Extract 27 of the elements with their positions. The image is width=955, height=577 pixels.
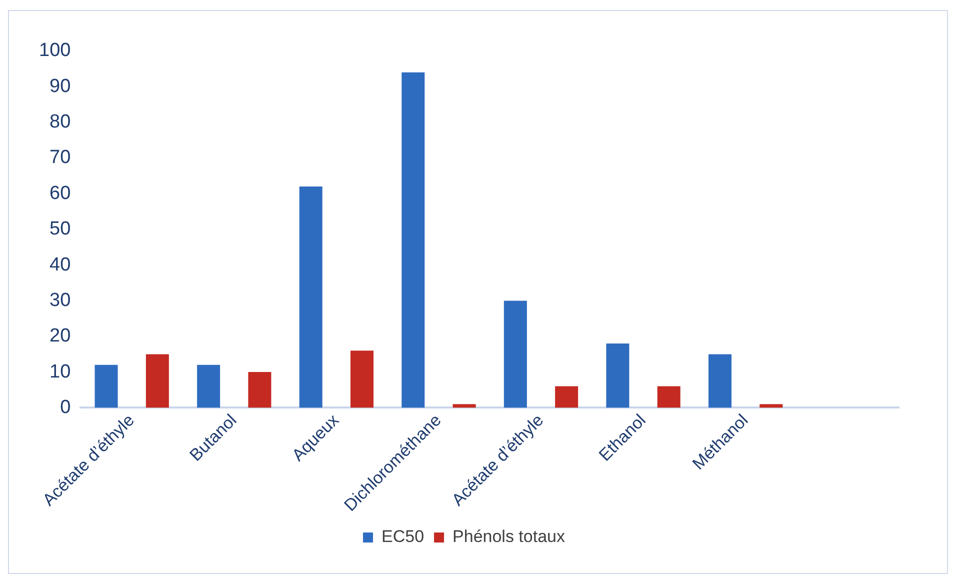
y-tick-label: 80 xyxy=(50,112,71,133)
bar xyxy=(708,354,732,408)
bar xyxy=(504,300,527,408)
legend-label: Phénols totaux xyxy=(452,527,566,546)
y-tick-label: 10 xyxy=(50,361,71,382)
bar xyxy=(555,386,578,408)
legend-label: EC50 xyxy=(382,527,424,546)
bar xyxy=(606,343,630,408)
bar xyxy=(94,364,118,408)
bar xyxy=(402,72,425,408)
y-tick-label: 30 xyxy=(50,290,71,311)
bar xyxy=(248,372,272,408)
y-tick-label: 60 xyxy=(50,182,71,204)
y-tick-label: 0 xyxy=(60,396,71,418)
bar xyxy=(197,364,220,408)
bar xyxy=(452,404,476,408)
bar xyxy=(657,386,680,408)
y-tick-label: 50 xyxy=(50,218,71,240)
y-tick-label: 40 xyxy=(50,254,71,276)
y-tick-label: 90 xyxy=(50,76,71,97)
y-tick-label: 20 xyxy=(50,326,71,347)
y-tick-label: 100 xyxy=(39,40,71,62)
bar xyxy=(146,354,169,408)
bar xyxy=(299,186,322,408)
bar xyxy=(760,404,783,408)
y-tick-label: 70 xyxy=(50,147,71,168)
bar xyxy=(350,350,374,408)
